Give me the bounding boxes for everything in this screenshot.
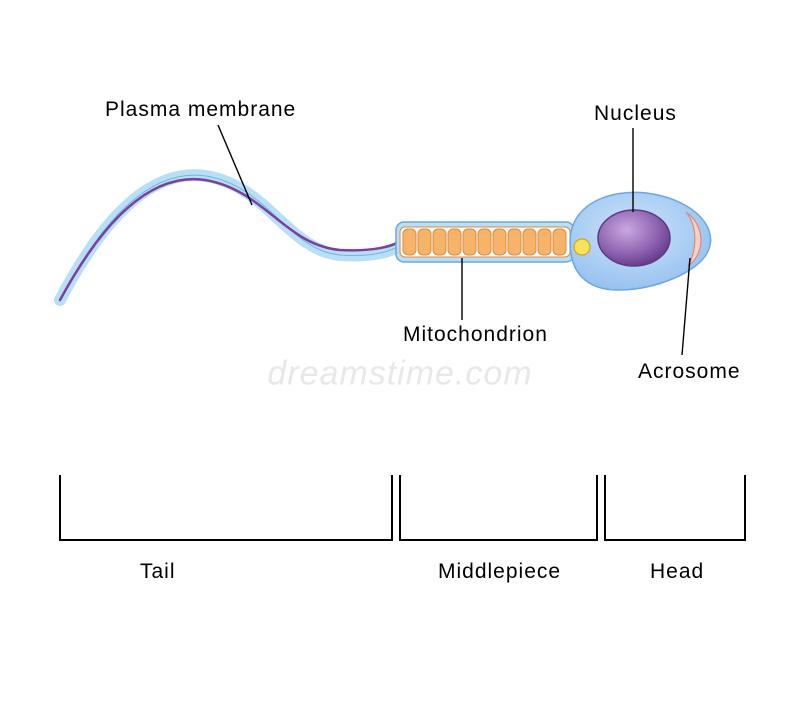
- label-head: Head: [650, 560, 704, 584]
- centriole-shape: [574, 239, 590, 255]
- mitochondria-group: [403, 229, 566, 255]
- label-acrosome: Acrosome: [638, 360, 741, 384]
- segment-brackets: [60, 475, 745, 540]
- tail-core: [60, 179, 400, 300]
- label-mitochondrion: Mitochondrion: [403, 323, 548, 347]
- label-plasma-membrane: Plasma membrane: [105, 98, 296, 122]
- plasma-membrane-outer: [60, 175, 400, 300]
- plasma-membrane-edge: [60, 175, 400, 300]
- label-nucleus: Nucleus: [594, 102, 677, 126]
- label-middlepiece: Middlepiece: [438, 560, 561, 584]
- nucleus-shape: [598, 210, 670, 266]
- label-tail: Tail: [140, 560, 176, 584]
- diagram-container: Plasma membrane Nucleus Mitochondrion Ac…: [0, 0, 800, 720]
- leader-plasma-membrane: [218, 125, 252, 205]
